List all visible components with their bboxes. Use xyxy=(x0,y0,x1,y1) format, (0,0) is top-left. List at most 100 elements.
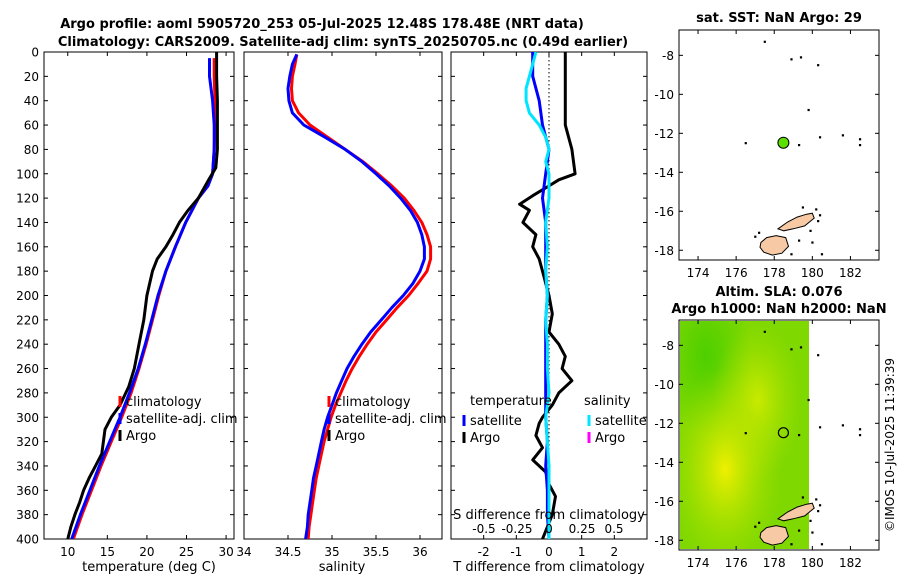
x-tick-label: 15 xyxy=(100,545,115,559)
depth-tick-label: 80 xyxy=(24,143,39,157)
islet-mark xyxy=(817,64,820,67)
islet-mark xyxy=(811,531,814,534)
depth-tick-label: 220 xyxy=(16,313,39,327)
islet-mark xyxy=(811,241,814,244)
lat-tick-label: -14 xyxy=(654,456,674,470)
s-difference-tick-label: 0 xyxy=(545,522,553,536)
sst-map-coastline xyxy=(744,40,862,256)
legend-heading-temperature: temperature xyxy=(470,394,552,409)
depth-tick-label: 280 xyxy=(16,386,39,400)
islet-mark xyxy=(790,543,793,546)
depth-tick-label: 60 xyxy=(24,119,39,133)
lon-tick-label: 174 xyxy=(687,266,710,280)
island-shape xyxy=(759,235,790,256)
islet-mark xyxy=(817,354,820,357)
x-tick-label: 36 xyxy=(412,545,427,559)
island-shape xyxy=(759,525,790,546)
series-line-climatology xyxy=(290,54,433,539)
salinity-axis-label: salinity xyxy=(319,560,366,575)
temperature-plot-frame xyxy=(43,51,235,540)
sla-map-coastline xyxy=(744,330,862,546)
islet-mark xyxy=(758,231,761,234)
x-tick-label: 20 xyxy=(139,545,154,559)
islet-mark xyxy=(818,426,822,429)
islet-mark xyxy=(820,253,824,256)
sst-argo-location-marker xyxy=(777,136,790,149)
x-tick-label: 0 xyxy=(545,545,553,559)
islet-mark xyxy=(817,510,820,513)
lon-tick-label: 174 xyxy=(687,556,710,570)
islet-mark xyxy=(801,496,805,499)
islet-mark xyxy=(818,504,822,507)
legend-label: satellite-adj. clim xyxy=(335,412,447,427)
depth-tick-label: 320 xyxy=(16,435,39,449)
depth-tick-label: 0 xyxy=(31,46,39,60)
islet-mark xyxy=(858,434,862,437)
islet-mark xyxy=(820,543,824,546)
s-difference-tick-label: 0.5 xyxy=(604,522,623,536)
islet-mark xyxy=(798,434,801,437)
x-tick-label: -1 xyxy=(510,545,522,559)
islet-mark xyxy=(809,229,812,232)
islet-mark xyxy=(763,40,766,43)
islet-mark xyxy=(754,525,757,528)
depth-tick-label: 140 xyxy=(16,216,39,230)
s-difference-tick-label: -0.25 xyxy=(501,522,532,536)
lon-tick-label: 180 xyxy=(801,556,824,570)
lat-tick-label: -12 xyxy=(654,127,674,141)
depth-tick-label: 380 xyxy=(16,508,39,522)
island-shape xyxy=(776,212,815,232)
islet-mark xyxy=(798,239,801,242)
islet-mark xyxy=(815,498,818,501)
lat-tick-label: -12 xyxy=(654,417,674,431)
islet-mark xyxy=(790,58,793,61)
depth-tick-label: 120 xyxy=(16,192,39,206)
legend-label: Argo xyxy=(595,431,625,446)
legend-label: satellite xyxy=(595,414,647,429)
legend-label: climatology xyxy=(126,395,202,410)
lon-tick-label: 180 xyxy=(801,266,824,280)
lat-tick-label: -18 xyxy=(654,244,674,258)
islet-mark xyxy=(858,138,862,141)
islet-mark xyxy=(807,398,810,402)
legend-label: satellite-adj. clim xyxy=(126,412,238,427)
sst-map-panel: sat. SST: NaN Argo: 29 174 176 178 180 182 -8… xyxy=(654,11,880,280)
islet-mark xyxy=(744,432,747,435)
s-difference-tick-label: -0.5 xyxy=(472,522,495,536)
islet-mark xyxy=(841,134,845,137)
x-tick-label: 34 xyxy=(236,545,251,559)
islet-mark xyxy=(817,220,820,223)
sla-map-panel: Altim. SLA: 0.076 Argo h1000: NaN h2000:… xyxy=(654,285,886,570)
depth-tick-label: 240 xyxy=(16,338,39,352)
depth-tick-label: 360 xyxy=(16,484,39,498)
legend-label: climatology xyxy=(335,395,411,410)
x-tick-label: 30 xyxy=(218,545,233,559)
lon-tick-label: 182 xyxy=(839,556,862,570)
x-tick-label: 35 xyxy=(324,545,339,559)
temperature-panel: 0 20 40 60 80 100 120 140 160 180 200 220 240 260 280 3… xyxy=(16,46,238,576)
series-line-t-argo xyxy=(518,52,577,539)
islet-mark xyxy=(798,529,801,532)
islet-mark xyxy=(799,346,803,349)
island-shape xyxy=(776,502,815,522)
depth-tick-label: 300 xyxy=(16,411,39,425)
lat-tick-label: -14 xyxy=(654,166,674,180)
t-difference-axis-label: T difference from climatology xyxy=(452,560,645,575)
sst-map-title: sat. SST: NaN Argo: 29 xyxy=(696,11,862,26)
salinity-plot-frame xyxy=(243,51,443,540)
imos-timestamp-label: ©IMOS 10-Jul-2025 11:39:39 xyxy=(883,358,897,532)
lon-tick-label: 176 xyxy=(725,556,748,570)
islet-mark xyxy=(798,144,801,147)
depth-tick-label: 40 xyxy=(24,94,39,108)
islet-mark xyxy=(858,428,862,431)
lat-tick-label: -10 xyxy=(654,378,674,392)
lat-tick-label: -8 xyxy=(662,49,674,63)
depth-tick-label: 180 xyxy=(16,265,39,279)
sla-heatmap-field xyxy=(680,321,809,549)
depth-tick-label: 400 xyxy=(16,533,39,547)
lat-tick-label: -10 xyxy=(654,88,674,102)
depth-tick-label: 260 xyxy=(16,362,39,376)
islet-mark xyxy=(799,56,803,59)
difference-panel: -2 -1 0 1 2 S difference from climatology -0… xyxy=(450,51,648,575)
